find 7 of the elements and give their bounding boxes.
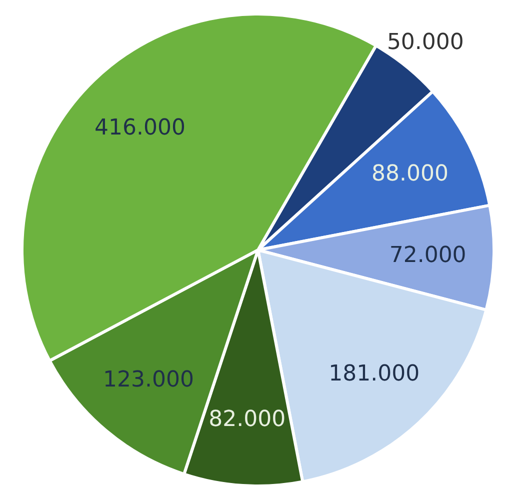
data-label: 123.000 xyxy=(102,367,194,392)
data-label: 416.000 xyxy=(94,115,186,140)
data-label: 88.000 xyxy=(371,162,448,187)
data-label: 50.000 xyxy=(386,30,464,55)
data-label: 181.000 xyxy=(328,362,420,387)
data-label: 82.000 xyxy=(208,407,286,432)
data-label: 72.000 xyxy=(389,243,466,268)
